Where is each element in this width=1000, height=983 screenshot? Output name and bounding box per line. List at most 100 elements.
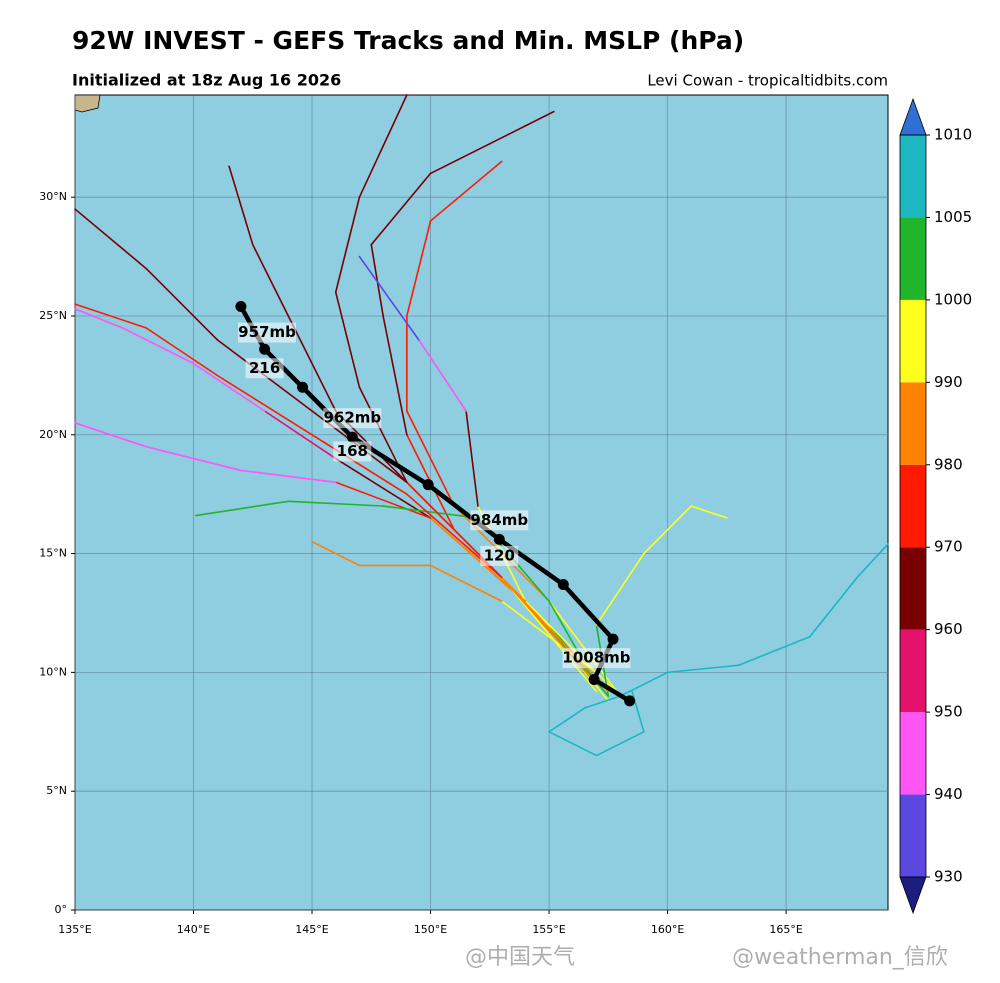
track-segment: [74, 422, 147, 448]
y-tick-label: 20°N: [39, 428, 67, 441]
track-segment: [856, 543, 889, 579]
colorbar-segment: [900, 217, 926, 300]
track-segment: [595, 730, 645, 757]
track-segment: [311, 540, 361, 567]
annotation-box: [480, 545, 519, 566]
colorbar: 930 940 950 960 970 980 990 1000 1005 1010: [899, 97, 972, 915]
track-segment: [74, 303, 147, 329]
track-segment: [737, 635, 811, 667]
annotation-box: [562, 648, 631, 669]
colorbar-label: 940: [934, 785, 963, 803]
colorbar-segment: [900, 547, 926, 630]
track-segment: [145, 327, 219, 377]
colorbar-label: 1000: [934, 290, 972, 308]
mean-track-point: [493, 533, 505, 545]
colorbar-frame: [899, 134, 927, 878]
colorbar-label: 930: [934, 868, 963, 886]
track-segment: [548, 707, 586, 733]
x-tick-label: 135°E: [58, 923, 91, 936]
annotation: 120: [484, 546, 515, 564]
track-segment: [406, 410, 456, 507]
annotation: 216: [249, 359, 280, 377]
colorbar-segment: [900, 464, 926, 548]
colorbar-label: 950: [934, 703, 963, 721]
track-segment: [358, 255, 420, 341]
track-segment: [429, 564, 503, 602]
track-segment: [583, 695, 621, 709]
colorbar-label: 970: [934, 538, 963, 556]
track-segment: [382, 505, 479, 519]
map-area: [74, 94, 889, 911]
track-segment: [251, 243, 290, 317]
track-segment: [334, 481, 432, 519]
track-segment: [358, 94, 408, 198]
track-segment: [287, 315, 337, 412]
track-segment: [382, 315, 408, 436]
colorbar-segment: [900, 794, 926, 877]
track-segment: [195, 500, 290, 517]
track-segment: [311, 433, 408, 495]
track-segment: [334, 457, 432, 519]
colorbar-segment: [900, 382, 926, 465]
watermark: @weatherman_信欣: [732, 945, 948, 970]
y-tick-label: 15°N: [39, 547, 67, 560]
mean-track-point: [588, 674, 600, 686]
annotation-box: [323, 408, 382, 429]
y-tick-label: 0°: [55, 903, 68, 916]
colorbar-label: 980: [934, 455, 963, 473]
mean-track: 957mb 216 962mb 168 984mb 120 1008mb: [235, 300, 636, 707]
annotation-box: [237, 322, 296, 343]
colorbar-label: 990: [934, 373, 963, 391]
track-segment: [417, 338, 467, 412]
mean-track-point: [557, 578, 569, 590]
mean-track-point: [346, 431, 358, 443]
y-tick-label: 5°N: [46, 784, 67, 797]
annotation: 962mb: [323, 409, 381, 427]
track-segment: [666, 664, 740, 674]
track-segment: [74, 308, 124, 329]
colorbar-segment: [900, 712, 926, 795]
mean-track-point: [607, 633, 619, 645]
y-tick-label: 25°N: [39, 309, 67, 322]
track-segment: [370, 172, 432, 246]
track-segment: [74, 208, 147, 270]
track-segment: [145, 267, 219, 341]
track-segment: [548, 730, 598, 757]
x-tick-label: 145°E: [295, 923, 328, 936]
watermark: @中国天气: [465, 945, 575, 970]
mean-track-point: [297, 381, 309, 393]
track-segment: [334, 291, 361, 389]
chart-title: 92W INVEST - GEFS Tracks and Min. MSLP (…: [72, 26, 744, 55]
x-tick-label: 150°E: [414, 923, 447, 936]
chart-subtitle: Initialized at 18z Aug 16 2026: [72, 71, 341, 90]
track-segment: [263, 410, 337, 460]
track-segment: [216, 374, 313, 436]
annotation: 984mb: [470, 511, 528, 529]
track-segment: [240, 469, 337, 484]
track-segment: [465, 410, 479, 507]
annotation: 168: [337, 442, 368, 460]
track-segment: [287, 500, 384, 507]
colorbar-segment: [900, 299, 926, 383]
mean-track-point: [259, 343, 271, 355]
mean-track-point: [624, 695, 636, 707]
track-segment: [429, 110, 555, 175]
annotation: 1008mb: [562, 649, 630, 667]
colorbar-segment: [900, 629, 926, 713]
track-segment: [643, 505, 693, 555]
annotation-box: [333, 441, 372, 462]
annotation: 957mb: [238, 323, 296, 341]
track-segment: [429, 160, 503, 222]
y-tick-label: 10°N: [39, 665, 67, 678]
annotation-box: [470, 510, 529, 531]
track-segment: [334, 196, 361, 294]
track-segment: [808, 576, 858, 638]
track-segment: [595, 552, 645, 626]
colorbar-label: 960: [934, 620, 963, 638]
track-segment: [228, 165, 254, 246]
track-segment: [121, 327, 195, 365]
annotation-box: [245, 358, 284, 379]
credit: Levi Cowan - tropicaltidbits.com: [647, 72, 888, 90]
mean-track-point: [235, 300, 247, 312]
